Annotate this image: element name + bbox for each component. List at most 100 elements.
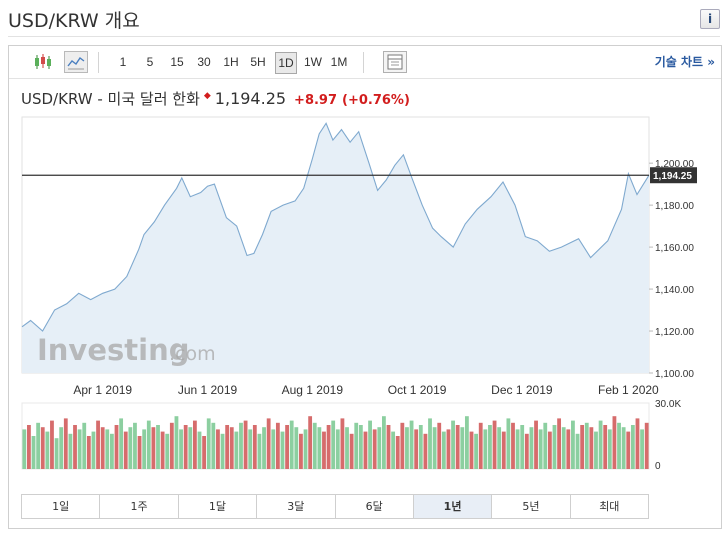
timeframe-1d[interactable]: 1D [275,52,297,74]
range-1d[interactable]: 1일 [22,495,101,518]
timeframe-1w[interactable]: 1W [304,55,322,69]
volume-bar [460,427,465,469]
volume-bar [395,436,400,469]
volume-bar [100,427,105,469]
volume-bar [156,425,160,469]
volume-bar [478,422,483,469]
volume-bar [515,429,520,469]
volume-tick-label: 30.0K [655,399,681,410]
x-tick-label: Aug 1 2019 [282,383,344,397]
price-chart[interactable]: Investing.com 1,200.00 1,180.00 1,160.00 1,1… [9,46,721,490]
range-3m[interactable]: 3달 [257,495,336,518]
info-button[interactable]: i [700,9,720,29]
volume-bar [275,422,280,469]
investing-watermark: Investing [37,333,189,367]
price-badge [650,167,697,184]
timeframe-1m[interactable]: 1M [330,55,348,69]
volume-bar [557,418,561,469]
volume-bar [146,420,151,469]
volume-bar [68,433,73,469]
volume-bar [183,425,188,469]
volume-bar [534,420,538,469]
volume-bar [197,431,202,469]
volume-bar [506,418,511,469]
volume-bar [133,422,137,469]
timeframe-1[interactable]: 1 [119,55,127,69]
volume-bar [169,422,174,469]
up-arrow-icon: ◆ [203,91,211,101]
volume-bar [630,425,635,469]
range-1y[interactable]: 1년 [413,495,493,518]
volume-bar [216,429,220,469]
timeframe-30[interactable]: 30 [197,55,211,69]
volume-bar [391,431,396,469]
volume-bar [179,429,183,469]
volume-bar [409,420,414,469]
volume-bar [368,420,372,469]
range-6m[interactable]: 6달 [336,495,414,518]
page-title: USD/KRW 개요 [8,10,140,32]
y-tick-label: 1,100.00 [655,369,694,380]
volume-bar [340,418,345,469]
volume-bar [414,429,419,469]
volume-bar [524,433,529,469]
volume-bar [91,431,96,469]
quote-line: USD/KRW - 미국 달러 한화 ◆ 1,194.25 +8.97 (+0.76%) [21,88,410,110]
volume-bar [110,433,114,469]
volume-bar [77,429,82,469]
volume-bar [22,429,27,469]
volume-bar [437,422,442,469]
timeframe-5[interactable]: 5 [146,55,154,69]
last-price: 1,194.25 [214,89,287,108]
volume-bar [612,416,617,469]
line-chart-icon[interactable] [64,51,88,73]
x-tick-label: Oct 1 2019 [388,383,447,397]
volume-bar [497,427,502,469]
volume-bar [45,431,50,469]
range-1w[interactable]: 1주 [100,495,179,518]
volume-bar [483,429,488,469]
volume-bar [257,433,262,469]
volume-bar [82,422,87,469]
volume-bar [299,433,303,469]
advanced-chart-link[interactable]: 기술 차트 » [654,55,715,69]
volume-bar [119,418,124,469]
volume-bar [561,427,566,469]
volume-bar [580,425,585,469]
volume-bar [603,425,608,469]
volume-bar [322,431,326,469]
volume-bar [474,433,479,469]
volume-bar [31,436,36,469]
volume-tick-label: 0 [655,461,661,472]
volume-bar [54,438,59,469]
timeframe-15[interactable]: 15 [170,55,184,69]
volume-bar [36,422,41,469]
volume-bar [617,422,621,469]
range-max[interactable]: 최대 [599,500,620,513]
volume-bar [566,429,571,469]
volume-bar [289,420,294,469]
timeframe-5h[interactable]: 5H [250,55,266,69]
volume-bar [248,429,253,469]
timeframe-1h[interactable]: 1H [223,55,239,69]
candlestick-icon[interactable] [31,51,55,73]
volume-bar [446,429,451,469]
toolbar-separator [98,52,99,73]
volume-bar [285,425,289,469]
instrument-name: USD/KRW - 미국 달러 한화 [21,90,200,108]
volume-bar [308,416,313,469]
y-tick-label: 1,200.00 [655,159,694,170]
x-tick-label: Dec 1 2019 [491,383,553,397]
price-badge-label: 1,194.25 [653,171,692,182]
title-divider [8,36,720,37]
x-tick-label: Apr 1 2019 [73,383,132,397]
volume-bar [382,416,386,469]
volume-bar [142,429,147,469]
volume-bar [105,429,110,469]
volume-bar [635,418,640,469]
range-1m[interactable]: 1달 [179,495,258,518]
range-5y[interactable]: 5년 [492,495,571,518]
settings-panel-icon[interactable] [383,51,407,73]
volume-bar [96,420,100,469]
volume-bar [621,427,626,469]
